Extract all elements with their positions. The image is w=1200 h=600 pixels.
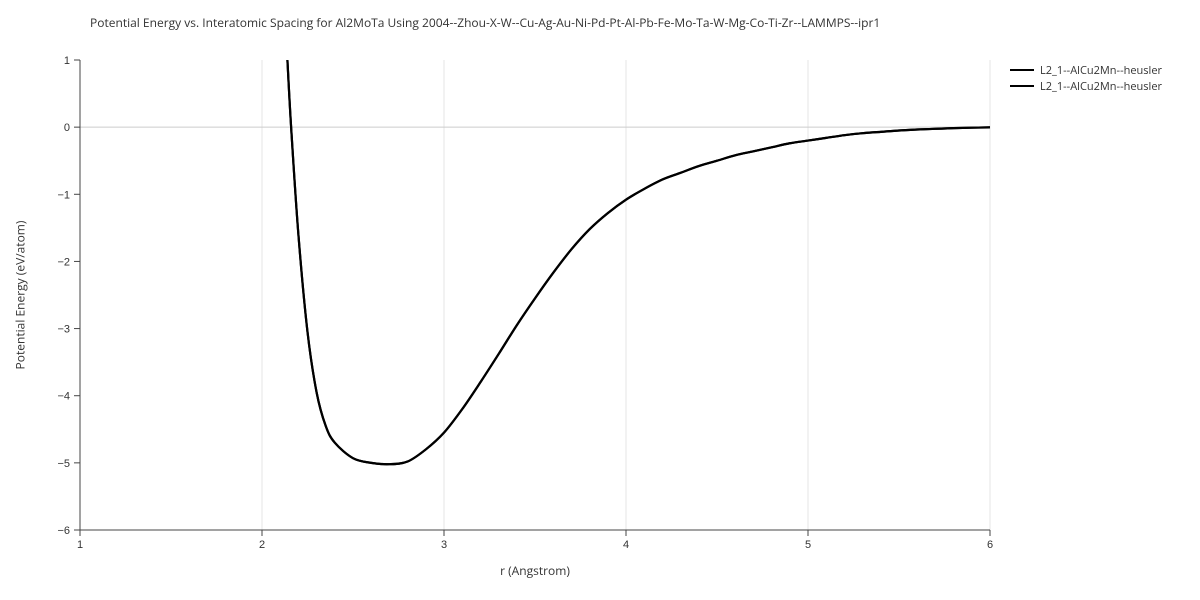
- legend-item[interactable]: L2_1--AlCu2Mn--heusler: [1010, 78, 1162, 94]
- x-tick-label: 5: [805, 539, 811, 551]
- y-tick-label: −2: [57, 256, 70, 268]
- legend-label: L2_1--AlCu2Mn--heusler: [1040, 79, 1162, 94]
- chart-plot-svg: 1 2 3 4 5 6 −6 −5 −4 −3 −2 −1 0 1: [30, 10, 1040, 580]
- legend-swatch-icon: [1010, 69, 1034, 71]
- y-tick-label: −4: [57, 391, 70, 403]
- legend-label: L2_1--AlCu2Mn--heusler: [1040, 63, 1162, 78]
- x-tick-label: 3: [441, 539, 447, 551]
- x-tick-label: 4: [623, 539, 629, 551]
- y-axis-label: Potential Energy (eV/atom): [12, 221, 29, 370]
- x-tick-label: 2: [259, 539, 265, 551]
- y-tick-label: −1: [57, 189, 70, 201]
- legend-swatch-icon: [1010, 85, 1034, 87]
- y-tick-label: −5: [57, 458, 70, 470]
- x-tick-label: 6: [987, 539, 993, 551]
- y-tick-label: 0: [64, 122, 70, 134]
- y-tick-label: −3: [57, 324, 70, 336]
- chart-legend: L2_1--AlCu2Mn--heuslerL2_1--AlCu2Mn--heu…: [1010, 62, 1162, 94]
- x-axis-label: r (Angstrom): [500, 562, 570, 579]
- y-tick-label: 1: [64, 55, 70, 67]
- x-tick-label: 1: [77, 539, 83, 551]
- legend-item[interactable]: L2_1--AlCu2Mn--heusler: [1010, 62, 1162, 78]
- y-tick-label: −6: [57, 525, 70, 537]
